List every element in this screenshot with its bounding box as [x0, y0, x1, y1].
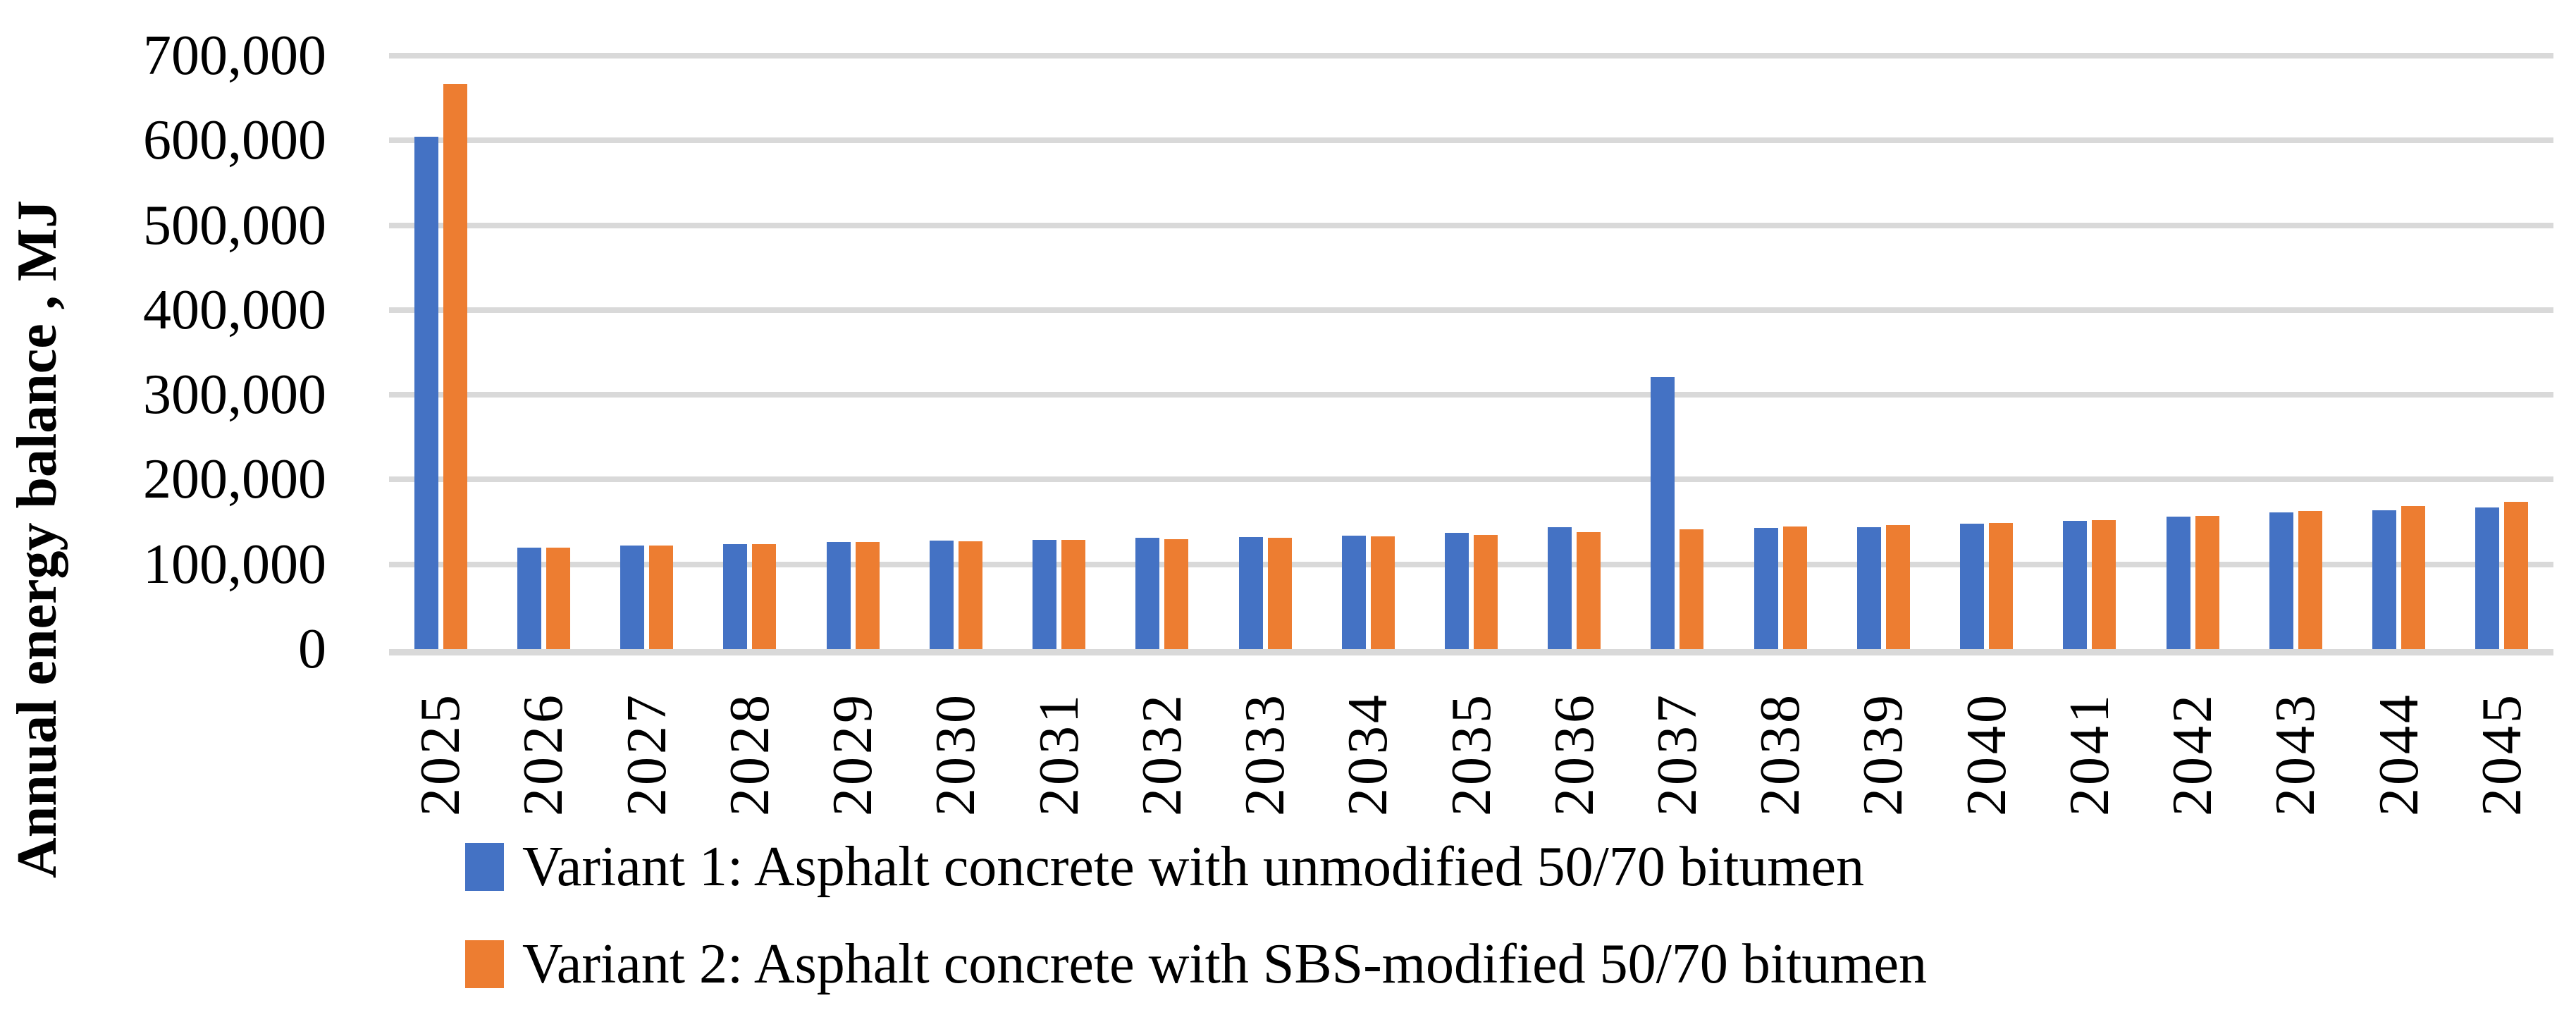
x-tick-label-2035: 2035	[1440, 692, 1503, 816]
bar-variant2-2033	[1267, 538, 1292, 649]
y-tick-label: 600,000	[143, 109, 326, 172]
gridline	[389, 476, 2553, 483]
bar-variant2-2043	[2298, 510, 2322, 649]
bar-variant2-2032	[1164, 538, 1189, 649]
bar-variant1-2027	[620, 546, 645, 649]
bar-variant2-2031	[1061, 539, 1086, 649]
x-tick-label-2033: 2033	[1234, 692, 1297, 816]
bar-variant1-2042	[2166, 517, 2190, 649]
legend-swatch-variant1	[465, 843, 504, 891]
bar-variant2-2045	[2504, 501, 2529, 649]
legend-label-variant1: Variant 1: Asphalt concrete with unmodif…	[522, 835, 1865, 898]
x-tick-label-2030: 2030	[925, 692, 987, 816]
gridline	[389, 307, 2553, 313]
x-tick-label-2026: 2026	[512, 692, 575, 816]
bar-variant2-2042	[2195, 516, 2219, 649]
bar-variant1-2032	[1135, 538, 1160, 649]
x-tick-label-2038: 2038	[1749, 692, 1812, 816]
x-tick-label-2041: 2041	[2058, 692, 2121, 816]
bar-variant2-2044	[2401, 505, 2426, 649]
y-tick-label: 100,000	[143, 533, 326, 596]
gridline	[389, 561, 2553, 567]
x-tick-label-2039: 2039	[1852, 692, 1915, 816]
y-tick-label: 300,000	[143, 364, 326, 426]
x-tick-label-2031: 2031	[1028, 692, 1090, 816]
bar-variant2-2037	[1680, 529, 1704, 649]
bar-variant1-2033	[1238, 537, 1263, 649]
bar-variant1-2028	[723, 543, 748, 649]
x-tick-label-2025: 2025	[409, 692, 472, 816]
x-tick-label-2042: 2042	[2162, 692, 2224, 816]
bar-variant1-2031	[1033, 539, 1057, 649]
bar-variant2-2025	[443, 83, 467, 649]
bar-variant2-2026	[546, 547, 570, 649]
gridline	[389, 222, 2553, 228]
x-tick-label-2027: 2027	[615, 692, 678, 816]
x-tick-label-2045: 2045	[2470, 692, 2533, 816]
y-tick-label: 700,000	[143, 25, 326, 87]
x-tick-label-2029: 2029	[822, 692, 885, 816]
gridline	[389, 53, 2553, 58]
x-tick-label-2044: 2044	[2367, 692, 2430, 816]
bar-variant1-2030	[929, 541, 954, 649]
x-tick-label-2028: 2028	[718, 692, 781, 816]
bar-variant2-2035	[1474, 534, 1498, 649]
bar-variant2-2029	[855, 542, 880, 649]
bar-variant1-2029	[826, 542, 851, 649]
x-axis-line	[389, 649, 2553, 655]
bar-variant1-2043	[2269, 512, 2293, 649]
bar-variant2-2038	[1782, 526, 1807, 649]
bar-variant1-2026	[517, 547, 541, 649]
bar-variant2-2040	[1989, 522, 2014, 649]
bar-variant1-2037	[1651, 376, 1675, 649]
legend-item-variant2: Variant 2: Asphalt concrete with SBS-mod…	[465, 929, 1927, 999]
bar-variant2-2028	[752, 543, 777, 649]
bar-variant1-2044	[2372, 510, 2397, 649]
gridline	[389, 392, 2553, 398]
x-tick-label-2037: 2037	[1646, 692, 1708, 816]
bar-variant1-2036	[1548, 526, 1572, 649]
bar-variant1-2045	[2475, 507, 2500, 649]
y-tick-label: 400,000	[143, 278, 326, 341]
x-tick-label-2034: 2034	[1337, 692, 1400, 816]
x-tick-label-2040: 2040	[1955, 692, 2018, 816]
x-tick-label-2032: 2032	[1130, 692, 1193, 816]
bar-variant1-2039	[1856, 526, 1881, 649]
bar-variant2-2027	[649, 546, 674, 649]
legend-label-variant2: Variant 2: Asphalt concrete with SBS-mod…	[522, 932, 1928, 995]
bar-variant1-2035	[1445, 533, 1469, 649]
bar-variant2-2034	[1370, 536, 1395, 649]
bar-variant2-2030	[958, 541, 982, 649]
bar-variant1-2038	[1754, 527, 1778, 649]
bar-variant1-2034	[1341, 535, 1366, 649]
bar-variant2-2039	[1885, 525, 1910, 649]
bar-variant1-2040	[1960, 523, 1985, 649]
y-tick-label: 200,000	[143, 448, 326, 511]
bar-variant1-2025	[414, 137, 438, 649]
y-tick-label: 0	[298, 618, 326, 680]
y-tick-label: 500,000	[143, 194, 326, 257]
legend-swatch-variant2	[465, 940, 504, 988]
x-tick-label-2043: 2043	[2264, 692, 2327, 816]
bar-variant1-2041	[2063, 521, 2088, 649]
x-tick-label-2036: 2036	[1543, 692, 1606, 816]
gridline	[389, 137, 2553, 144]
bar-variant2-2036	[1577, 532, 1601, 649]
legend-item-variant1: Variant 1: Asphalt concrete with unmodif…	[465, 832, 1864, 902]
bar-variant2-2041	[2092, 520, 2116, 649]
